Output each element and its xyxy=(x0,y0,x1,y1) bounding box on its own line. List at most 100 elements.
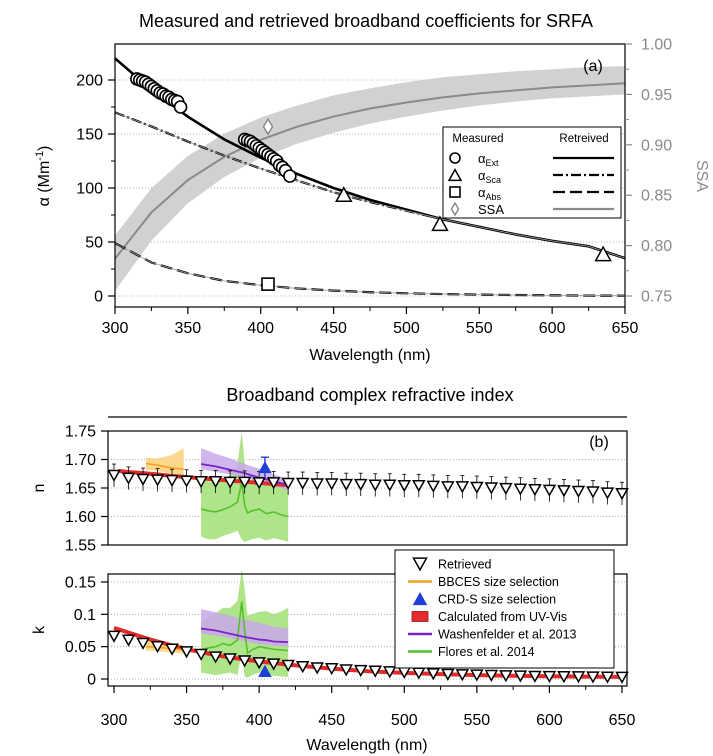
legend-marker-diamond xyxy=(450,201,460,217)
n-panel-y-axis-label: n xyxy=(31,484,48,493)
y-tick-label: 1.55 xyxy=(65,538,96,555)
retrieved-point xyxy=(266,658,281,671)
retrieved-point xyxy=(165,474,179,488)
retrieved-point xyxy=(310,662,324,675)
retrieved-point xyxy=(557,671,571,684)
legend-label: Flores et al. 2014 xyxy=(438,645,535,659)
retrieved-point xyxy=(281,659,295,672)
retrieved-point xyxy=(542,670,557,684)
panel-a-y2-ticks: 0.75 0.80 0.85 0.90 0.95 1.00 xyxy=(625,37,672,306)
legend-label: Retrieved xyxy=(438,558,492,572)
x-tick-label: 400 xyxy=(246,712,273,729)
abs-measured-point xyxy=(261,277,275,291)
ssa-retrieved-line xyxy=(114,82,626,260)
y-tick-label: 1.75 xyxy=(65,424,96,441)
y2-tick-label: 0.80 xyxy=(641,238,672,255)
bbces-band xyxy=(145,448,184,476)
sca-measured-point xyxy=(431,215,449,232)
ssa-measured-point xyxy=(262,117,274,136)
x-tick-label: 650 xyxy=(609,712,636,729)
y-tick-label: 50 xyxy=(85,235,103,252)
retrieved-point xyxy=(295,661,310,674)
retrieved-point xyxy=(281,477,295,490)
panel-a-y2-axis-label: SSA xyxy=(693,160,710,192)
y-tick-label: 0.15 xyxy=(65,575,96,592)
retrieved-point xyxy=(499,670,513,683)
retrieved-point xyxy=(353,478,368,492)
retrieved-point xyxy=(441,481,455,494)
retrieved-point xyxy=(339,664,354,677)
retrieved-point xyxy=(136,637,150,650)
panel-b-label: (b) xyxy=(589,434,609,451)
retrieved-point xyxy=(441,668,455,681)
retrieved-point xyxy=(470,669,484,682)
legend-label: αSca xyxy=(478,168,501,185)
y2-tick-label: 0.75 xyxy=(641,289,672,306)
y-tick-label: 1.60 xyxy=(65,509,96,526)
retrieved-point xyxy=(223,476,237,489)
panel-a-fit-lines xyxy=(114,57,626,297)
y-tick-label: 1.70 xyxy=(65,452,96,469)
crds-point xyxy=(258,664,272,677)
retrieved-point xyxy=(542,484,557,497)
bbces-line xyxy=(145,645,184,651)
panel-b-legend: Retrieved BBCES size selection CRD-S size … xyxy=(394,549,615,669)
panel-a-y-axis-label: α (Mm-1) xyxy=(34,146,53,207)
panel-a-title: Measured and retrieved broadband coeffic… xyxy=(139,11,593,31)
x-tick-label: 550 xyxy=(464,712,491,729)
retrieved-point xyxy=(513,483,528,496)
retrieved-point xyxy=(121,634,136,647)
y-tick-label: 200 xyxy=(76,73,103,90)
legend-label: CRD-S size selection xyxy=(438,593,556,607)
legend-label: Washenfelder et al. 2013 xyxy=(438,628,577,642)
y-tick-label: 150 xyxy=(76,127,103,144)
retrieved-point xyxy=(194,476,208,489)
panel-b-x-ticks: 300 350 400 450 500 550 600 650 xyxy=(101,686,636,729)
legend-marker-circle xyxy=(449,152,461,164)
legend-label: SSA xyxy=(478,202,504,217)
retrieved-point xyxy=(484,669,499,682)
x-tick-label: 500 xyxy=(393,320,420,337)
retrieved-point xyxy=(484,482,499,495)
retrieved-point xyxy=(223,653,237,666)
sca-retrieved-inner-line xyxy=(114,112,626,259)
k-panel-y-ticks: 0 0.05 0.1 0.15 xyxy=(65,575,108,689)
retrieved-point xyxy=(237,655,252,668)
abs-retrieved-inner-line xyxy=(114,242,626,297)
retrieved-point xyxy=(252,657,266,670)
x-tick-label: 350 xyxy=(175,320,202,337)
x-tick-label: 300 xyxy=(101,712,128,729)
retrieved-point xyxy=(528,670,542,683)
retrieved-point xyxy=(499,482,513,496)
flores-line xyxy=(200,601,289,655)
retrieved-point xyxy=(382,479,397,492)
retrieved-point xyxy=(179,646,194,659)
panel-b-title: Broadband complex refractive index xyxy=(226,385,513,405)
washenfelder-line xyxy=(200,627,289,644)
retrieved-point xyxy=(470,481,484,494)
retrieved-point xyxy=(324,662,339,676)
retrieved-point xyxy=(600,671,615,684)
retrieved-point xyxy=(121,472,136,485)
y2-tick-label: 0.90 xyxy=(641,137,672,154)
x-tick-label: 600 xyxy=(536,712,563,729)
retrieved-point xyxy=(107,630,121,643)
retrieved-point xyxy=(107,469,121,482)
legend-marker-crds xyxy=(412,592,428,606)
retrieved-point xyxy=(368,479,383,492)
abs-retrieved-line xyxy=(114,242,626,297)
y2-tick-label: 0.95 xyxy=(641,87,672,104)
retrieved-point xyxy=(368,665,383,678)
retrieved-point xyxy=(397,480,412,493)
legend-label: αAbs xyxy=(478,185,502,202)
y2-tick-label: 1.00 xyxy=(641,37,672,54)
x-tick-label: 500 xyxy=(391,712,418,729)
y-tick-label: 0.05 xyxy=(65,639,96,656)
retrieved-point xyxy=(455,669,470,682)
legend-header-measured: Measured xyxy=(452,133,503,145)
retrieved-point xyxy=(150,474,165,487)
sca-measured-point xyxy=(334,186,353,202)
y2-tick-label: 0.85 xyxy=(641,188,672,205)
sca-measured-point xyxy=(594,245,612,262)
retrieved-point xyxy=(310,478,324,491)
